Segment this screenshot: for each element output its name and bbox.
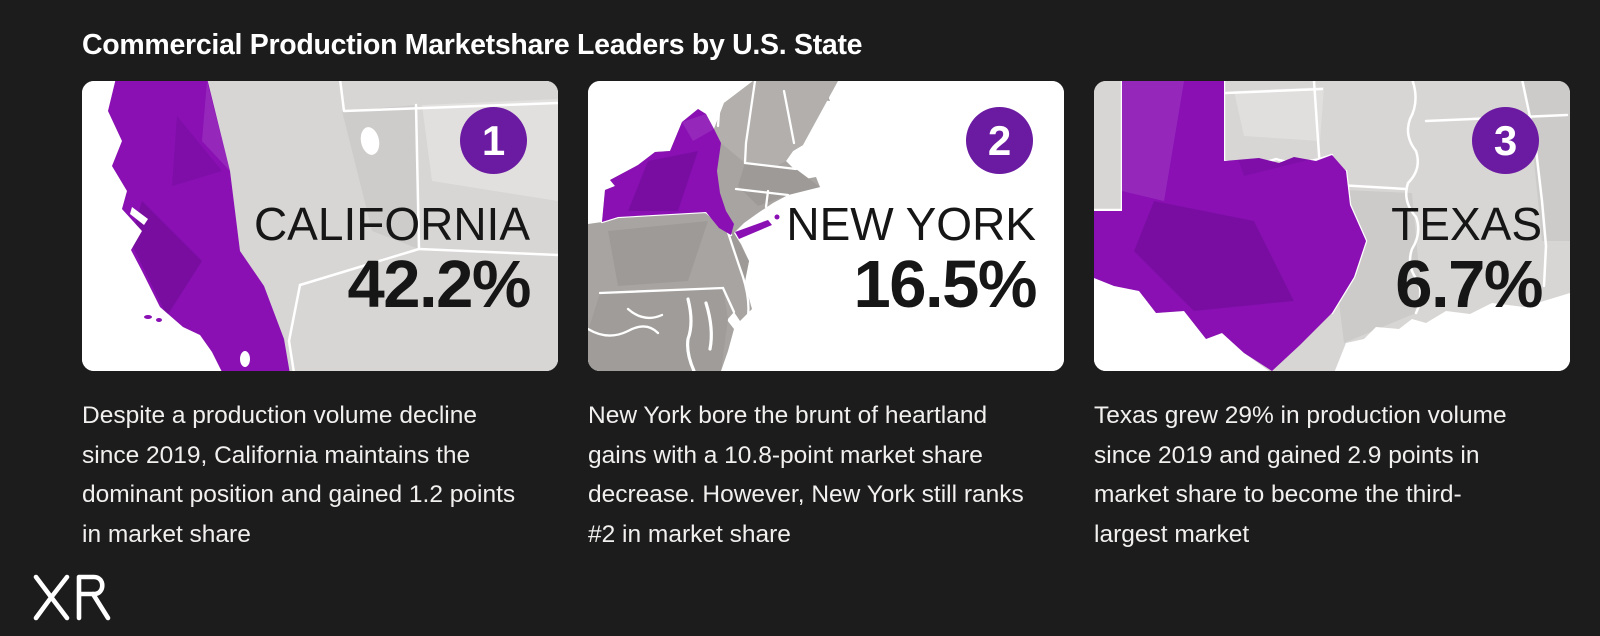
rank-badge: 2 bbox=[966, 107, 1033, 174]
card-new-york: 2 NEW YORK 16.5% bbox=[588, 81, 1064, 371]
card-texas: 3 TEXAS 6.7% bbox=[1094, 81, 1570, 371]
rank-badge: 1 bbox=[460, 107, 527, 174]
descriptions-row: Despite a production volume decline sinc… bbox=[82, 396, 1570, 554]
state-share: 16.5% bbox=[853, 247, 1038, 322]
state-name: TEXAS bbox=[1391, 198, 1542, 250]
xr-logo bbox=[33, 573, 111, 626]
description-new-york: New York bore the brunt of heartland gai… bbox=[588, 402, 1024, 548]
state-label: NEW YORK 16.5% bbox=[786, 198, 1038, 322]
state-name: CALIFORNIA bbox=[253, 198, 530, 250]
description-california: Despite a production volume decline sinc… bbox=[82, 402, 516, 548]
state-share: 42.2% bbox=[347, 247, 532, 322]
xr-logo-mark bbox=[33, 574, 111, 621]
rank-number: 2 bbox=[987, 116, 1012, 164]
state-name: NEW YORK bbox=[786, 198, 1036, 250]
state-label: TEXAS 6.7% bbox=[1391, 198, 1543, 322]
state-share: 6.7% bbox=[1395, 247, 1543, 322]
rank-number: 3 bbox=[1493, 116, 1518, 164]
rank-badge: 3 bbox=[1472, 107, 1539, 174]
description-texas: Texas grew 29% in production volume sinc… bbox=[1094, 402, 1507, 548]
rank-number: 1 bbox=[481, 116, 506, 164]
cards-row: 1 CALIFORNIA 42.2% bbox=[82, 81, 1570, 371]
page-title: Commercial Production Marketshare Leader… bbox=[82, 29, 863, 62]
card-california: 1 CALIFORNIA 42.2% bbox=[82, 81, 558, 371]
state-label: CALIFORNIA 42.2% bbox=[253, 198, 532, 322]
